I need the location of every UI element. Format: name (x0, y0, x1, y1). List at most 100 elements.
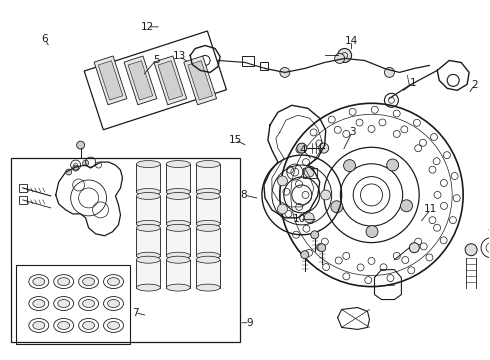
Circle shape (311, 231, 319, 239)
Ellipse shape (136, 189, 160, 195)
Ellipse shape (166, 193, 190, 199)
Ellipse shape (196, 220, 220, 227)
Circle shape (335, 54, 344, 63)
Circle shape (66, 169, 72, 175)
Text: 14: 14 (345, 36, 358, 46)
Circle shape (385, 67, 394, 77)
Text: 5: 5 (153, 55, 159, 65)
Ellipse shape (196, 252, 220, 259)
Text: 12: 12 (141, 22, 154, 32)
Circle shape (304, 167, 314, 177)
Ellipse shape (196, 193, 220, 199)
Ellipse shape (136, 193, 160, 199)
Ellipse shape (166, 220, 190, 227)
Text: 7: 7 (132, 308, 139, 318)
Ellipse shape (136, 252, 160, 259)
Ellipse shape (58, 321, 70, 329)
Ellipse shape (166, 224, 190, 231)
Circle shape (73, 165, 78, 171)
Bar (242, 57, 254, 67)
Bar (136, 228, 160, 256)
Polygon shape (158, 61, 183, 100)
Ellipse shape (166, 252, 190, 259)
Ellipse shape (136, 256, 160, 263)
Polygon shape (188, 61, 213, 100)
Ellipse shape (136, 161, 160, 167)
Ellipse shape (166, 256, 190, 263)
Bar (19, 196, 27, 204)
Ellipse shape (196, 224, 220, 231)
Circle shape (343, 159, 356, 172)
Bar (166, 164, 190, 192)
Ellipse shape (107, 278, 120, 285)
Circle shape (297, 143, 307, 153)
Circle shape (76, 141, 85, 149)
Bar (303, 168, 317, 178)
Ellipse shape (166, 189, 190, 195)
Circle shape (277, 176, 288, 186)
Ellipse shape (33, 300, 45, 307)
Circle shape (304, 213, 314, 223)
Circle shape (83, 160, 89, 166)
Ellipse shape (196, 284, 220, 291)
Ellipse shape (196, 189, 220, 195)
Bar (136, 260, 160, 288)
Bar (260, 62, 268, 71)
Circle shape (366, 226, 378, 238)
Text: 9: 9 (246, 318, 253, 328)
Polygon shape (94, 56, 127, 105)
Text: 3: 3 (349, 127, 356, 136)
Ellipse shape (107, 300, 120, 307)
Polygon shape (128, 61, 153, 100)
Text: 10: 10 (293, 215, 306, 224)
Bar (196, 196, 220, 224)
Circle shape (277, 204, 288, 214)
Text: 2: 2 (471, 80, 478, 90)
Bar (196, 260, 220, 288)
Circle shape (318, 244, 326, 252)
Bar (166, 260, 190, 288)
Bar (166, 228, 190, 256)
Circle shape (465, 244, 477, 256)
Bar (136, 196, 160, 224)
Ellipse shape (83, 278, 95, 285)
Bar (136, 164, 160, 192)
Ellipse shape (58, 300, 70, 307)
Ellipse shape (166, 284, 190, 291)
Bar (166, 196, 190, 224)
Ellipse shape (33, 321, 45, 329)
Circle shape (338, 49, 352, 62)
Circle shape (409, 243, 419, 253)
Text: 6: 6 (42, 35, 48, 44)
Bar (11, 158, 240, 342)
Ellipse shape (136, 224, 160, 231)
Ellipse shape (58, 278, 70, 285)
Bar (196, 228, 220, 256)
Ellipse shape (83, 321, 95, 329)
Bar (196, 164, 220, 192)
Text: 15: 15 (229, 135, 242, 145)
Circle shape (400, 200, 413, 212)
Circle shape (318, 143, 329, 153)
Polygon shape (154, 56, 187, 105)
Polygon shape (98, 61, 123, 100)
Bar (19, 184, 27, 192)
Text: 1: 1 (410, 78, 416, 88)
Ellipse shape (196, 256, 220, 263)
Circle shape (387, 159, 398, 171)
Text: 11: 11 (424, 204, 437, 215)
Circle shape (331, 201, 343, 213)
Ellipse shape (196, 161, 220, 167)
Bar (16, 265, 130, 345)
Ellipse shape (136, 284, 160, 291)
Ellipse shape (166, 161, 190, 167)
Polygon shape (184, 56, 217, 105)
Circle shape (321, 190, 331, 200)
Text: 4: 4 (299, 144, 306, 154)
Circle shape (280, 67, 290, 77)
Ellipse shape (136, 220, 160, 227)
Circle shape (301, 251, 309, 259)
Ellipse shape (107, 321, 120, 329)
Polygon shape (124, 56, 157, 105)
Ellipse shape (83, 300, 95, 307)
